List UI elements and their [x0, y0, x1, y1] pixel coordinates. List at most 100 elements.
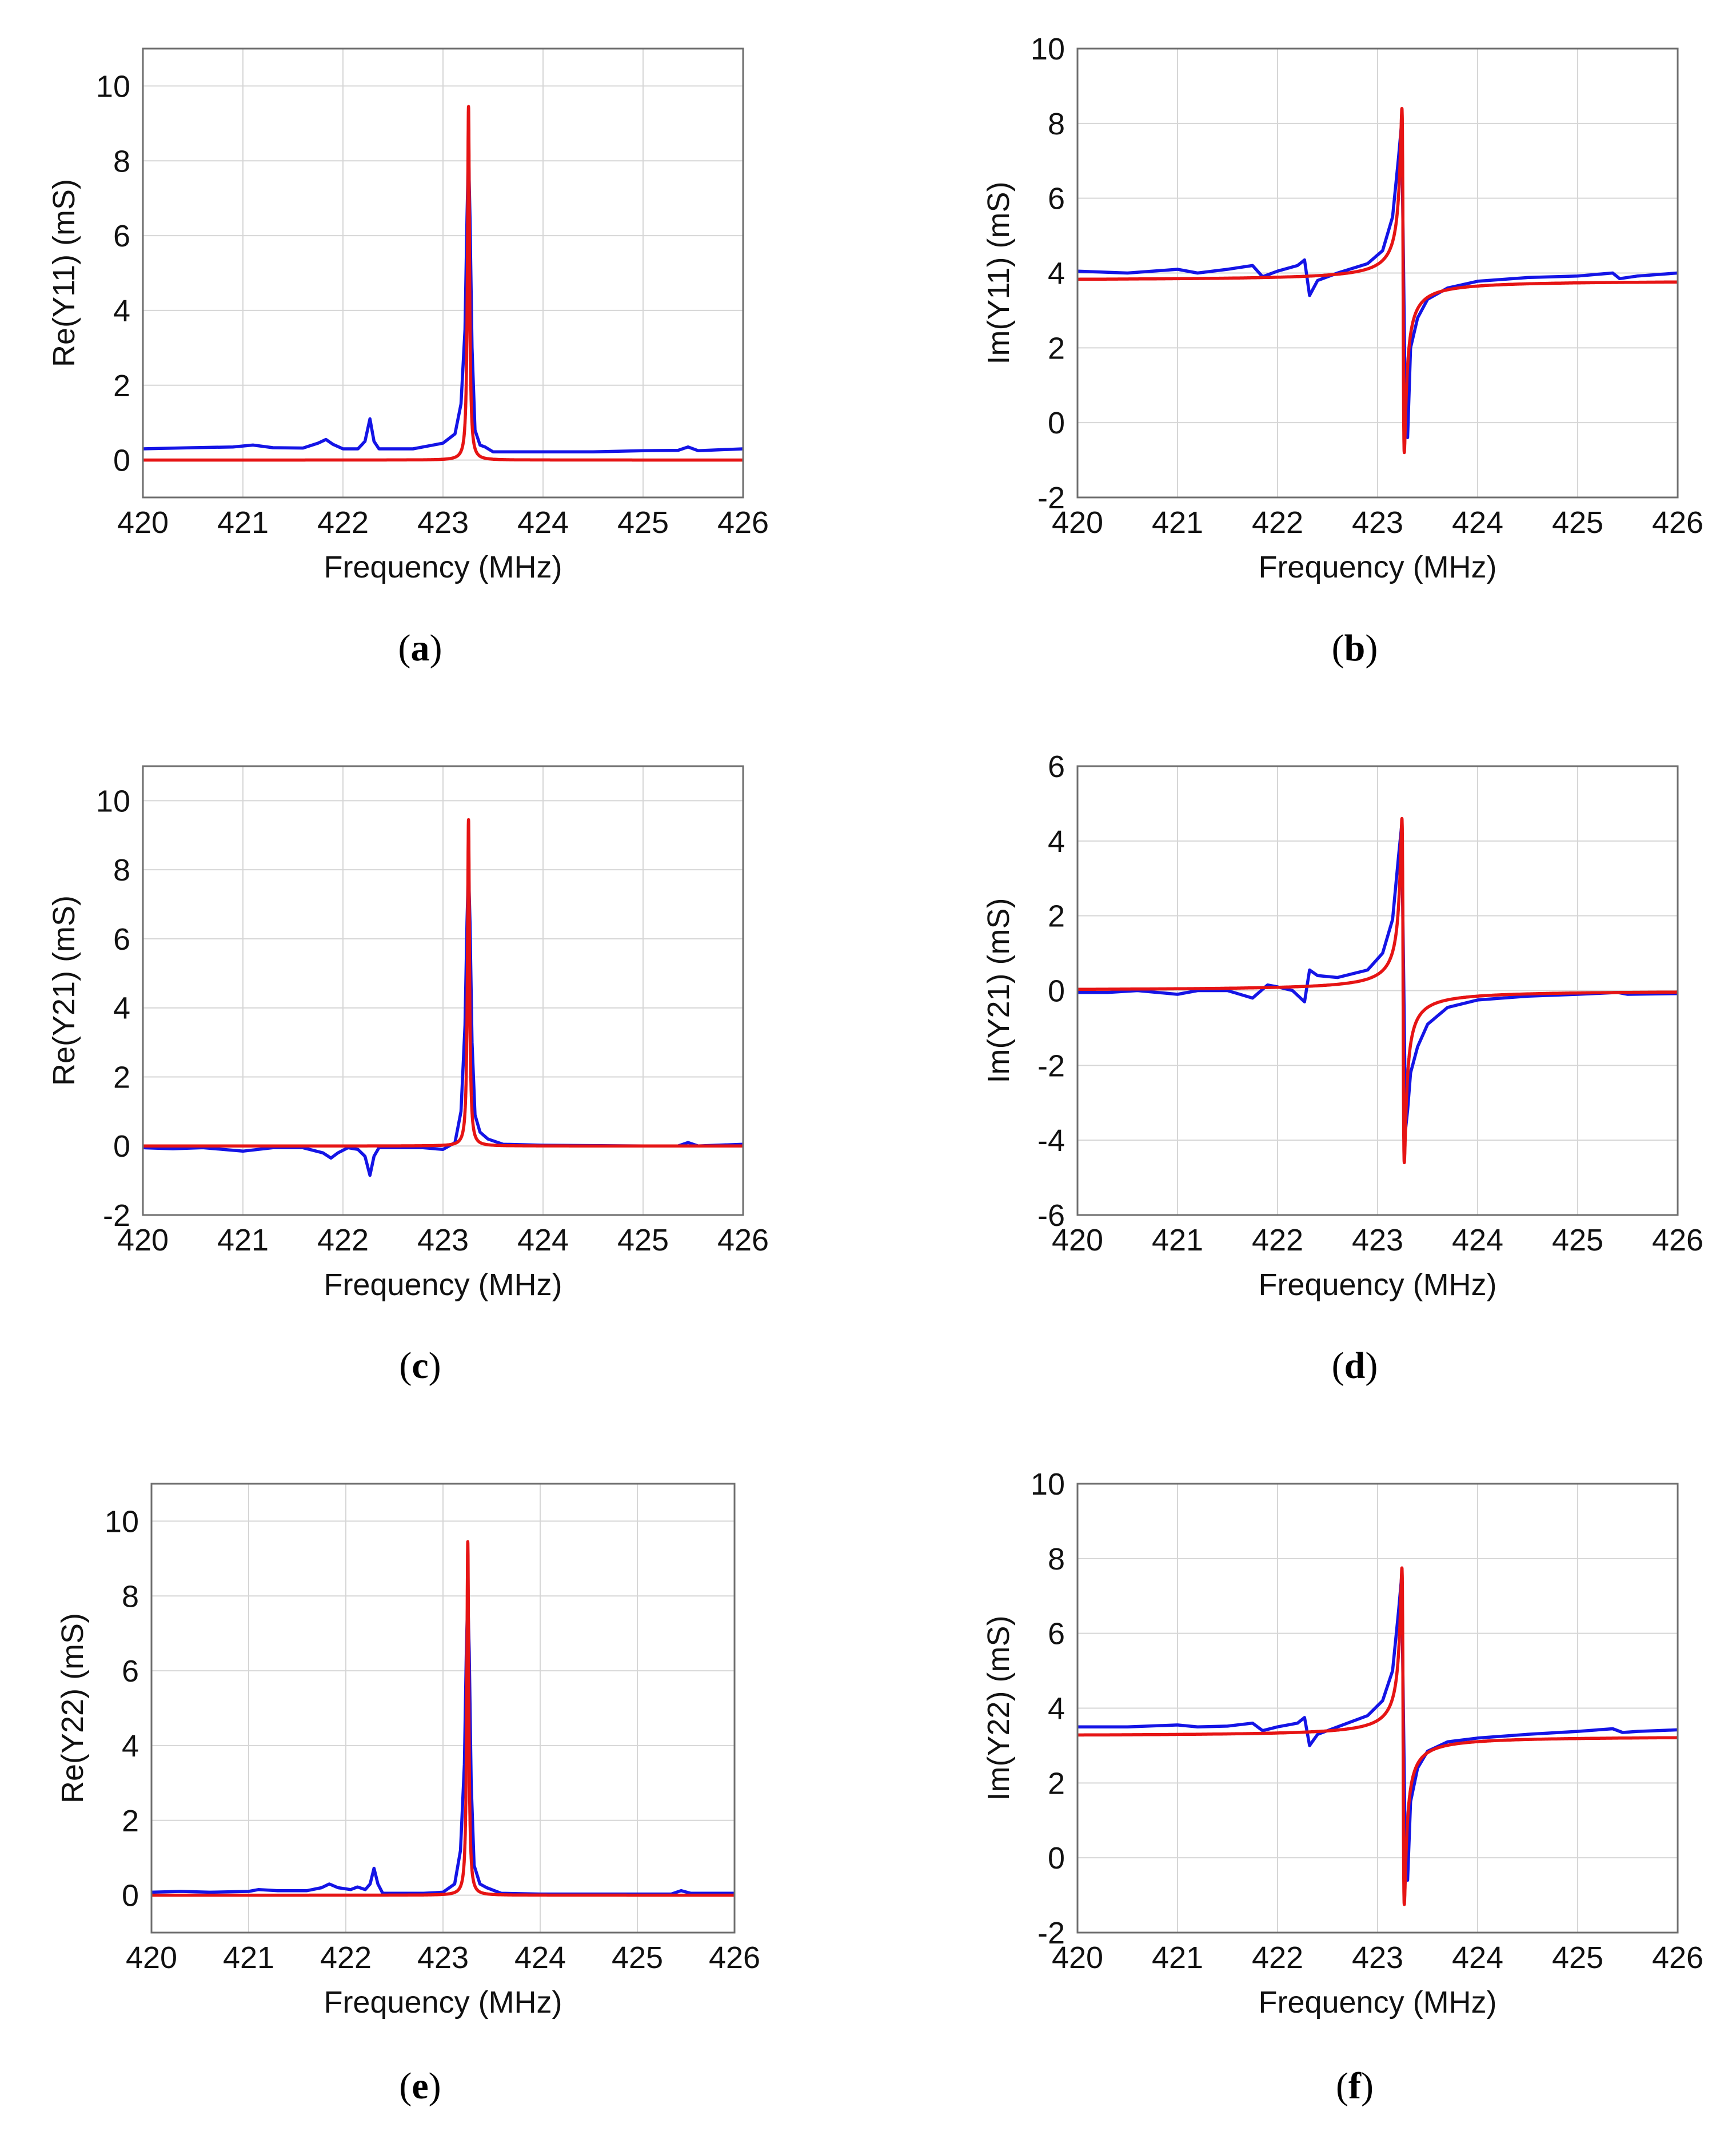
y-tick-label: 4 [113, 991, 130, 1026]
panel-label: (d) [1332, 1345, 1378, 1387]
x-tick-label: 420 [1052, 505, 1103, 540]
y-tick-label: 0 [113, 1129, 130, 1164]
plot-frame [142, 47, 744, 499]
y-tick-label: 2 [1048, 899, 1065, 934]
y-axis-label: Im(Y11) (mS) [981, 182, 1016, 365]
y-tick-label: 10 [105, 1504, 139, 1539]
series-model [151, 1540, 735, 1897]
y-tick-label: 0 [1048, 974, 1065, 1009]
plot-frame [150, 1483, 736, 1934]
x-tick-label: 420 [117, 505, 169, 540]
y-tick-label: 0 [113, 444, 130, 478]
x-tick-label: 424 [517, 1223, 569, 1257]
x-tick-label: 426 [1652, 1223, 1703, 1257]
x-tick-label: 425 [1552, 1223, 1603, 1257]
x-tick-label: 426 [1652, 505, 1703, 540]
x-tick-label: 421 [1152, 1223, 1203, 1257]
x-tick-label: 423 [417, 505, 469, 540]
y-tick-label: 10 [96, 69, 130, 103]
panel-label: (e) [399, 2065, 441, 2107]
y-tick-label: 8 [122, 1579, 139, 1614]
y-tick-label: 6 [1048, 1617, 1065, 1651]
x-tick-label: 425 [612, 1941, 663, 1975]
y-tick-label: 0 [122, 1879, 139, 1913]
y-tick-label: 6 [113, 219, 130, 253]
x-tick-label: 420 [126, 1941, 177, 1975]
x-tick-label: 425 [1552, 505, 1603, 540]
x-tick-label: 425 [1552, 1941, 1603, 1975]
chart-e: 420 421 422 423 424 425 426 0 2 4 6 8 10 Frequency (M… [55, 1483, 760, 2107]
y-tick-label: 10 [1031, 32, 1065, 66]
y-tick-label: 4 [1048, 824, 1065, 859]
series-measured [1077, 122, 1678, 440]
plot-frame [1076, 765, 1679, 1216]
series-measured [1077, 824, 1678, 1131]
y-tick-label: -2 [1037, 1916, 1065, 1950]
y-axis-label: Im(Y21) (mS) [981, 898, 1016, 1084]
x-tick-label: 426 [717, 1223, 769, 1257]
plot-frame [1076, 1483, 1679, 1934]
x-axis-label: Frequency (MHz) [324, 1268, 562, 1302]
y-tick-label: 8 [113, 144, 130, 178]
y-axis-label: Re(Y22) (mS) [55, 1613, 90, 1803]
y-tick-label: 4 [122, 1729, 139, 1763]
series-model [143, 818, 743, 1148]
series-model [143, 105, 743, 462]
x-tick-label: 426 [717, 505, 769, 540]
y-tick-label: 2 [113, 1060, 130, 1094]
x-tick-label: 420 [1052, 1941, 1103, 1975]
series-measured [1077, 1575, 1678, 1882]
series-model [1077, 816, 1678, 1165]
x-tick-label: 425 [617, 1223, 669, 1257]
x-tick-label: 420 [1052, 1223, 1103, 1257]
y-tick-label: 4 [1048, 1692, 1065, 1726]
x-tick-label: 423 [1352, 505, 1403, 540]
x-tick-label: 421 [223, 1941, 274, 1975]
series-measured [143, 148, 743, 453]
x-tick-label: 426 [1652, 1941, 1703, 1975]
x-tick-label: 421 [217, 505, 269, 540]
y-tick-label: 2 [122, 1804, 139, 1838]
x-tick-label: 424 [1452, 1223, 1503, 1257]
x-tick-label: 423 [417, 1941, 469, 1975]
x-tick-label: 424 [514, 1941, 566, 1975]
y-tick-label: -4 [1037, 1124, 1065, 1158]
y-axis-label: Re(Y21) (mS) [47, 895, 81, 1086]
x-tick-label: 423 [1352, 1941, 1403, 1975]
y-tick-label: -2 [1037, 481, 1065, 515]
x-tick-label: 422 [320, 1941, 372, 1975]
y-tick-label: 6 [113, 922, 130, 957]
x-axis-label: Frequency (MHz) [1258, 1985, 1496, 2019]
x-axis-label: Frequency (MHz) [1258, 1268, 1496, 1302]
y-tick-label: 4 [1048, 257, 1065, 291]
y-tick-label: 8 [1048, 107, 1065, 141]
x-tick-label: 423 [417, 1223, 469, 1257]
chart-f: 420 421 422 423 424 425 426 -2 0 2 4 6 8 10 Frequency … [981, 1467, 1703, 2107]
y-tick-label: -2 [1037, 1049, 1065, 1083]
x-tick-label: 421 [1152, 1941, 1203, 1975]
plot-frame [142, 765, 744, 1216]
y-tick-label: 8 [1048, 1542, 1065, 1576]
y-tick-label: 2 [1048, 1766, 1065, 1801]
x-tick-label: 424 [1452, 505, 1503, 540]
y-tick-label: 10 [96, 784, 130, 818]
x-tick-label: 425 [617, 505, 669, 540]
x-tick-label: 423 [1352, 1223, 1403, 1257]
y-tick-label: 4 [113, 294, 130, 328]
x-axis-label: Frequency (MHz) [324, 550, 562, 584]
x-tick-label: 422 [1252, 1941, 1303, 1975]
x-tick-label: 421 [217, 1223, 269, 1257]
x-tick-label: 420 [117, 1223, 169, 1257]
series-model [1077, 1566, 1678, 1906]
x-tick-label: 422 [317, 505, 369, 540]
panel-label: (f) [1336, 2065, 1374, 2107]
y-axis-label: Im(Y22) (mS) [981, 1616, 1016, 1801]
panel-label: (b) [1332, 627, 1378, 669]
y-tick-label: 10 [1031, 1467, 1065, 1501]
x-axis-label: Frequency (MHz) [324, 1985, 562, 2019]
chart-a: 420 421 422 423 424 425 426 0 2 4 6 8 10 Frequency (M… [47, 47, 769, 669]
y-tick-label: -6 [1037, 1198, 1065, 1233]
panel-label: (c) [399, 1345, 441, 1387]
y-tick-label: 0 [1048, 406, 1065, 440]
